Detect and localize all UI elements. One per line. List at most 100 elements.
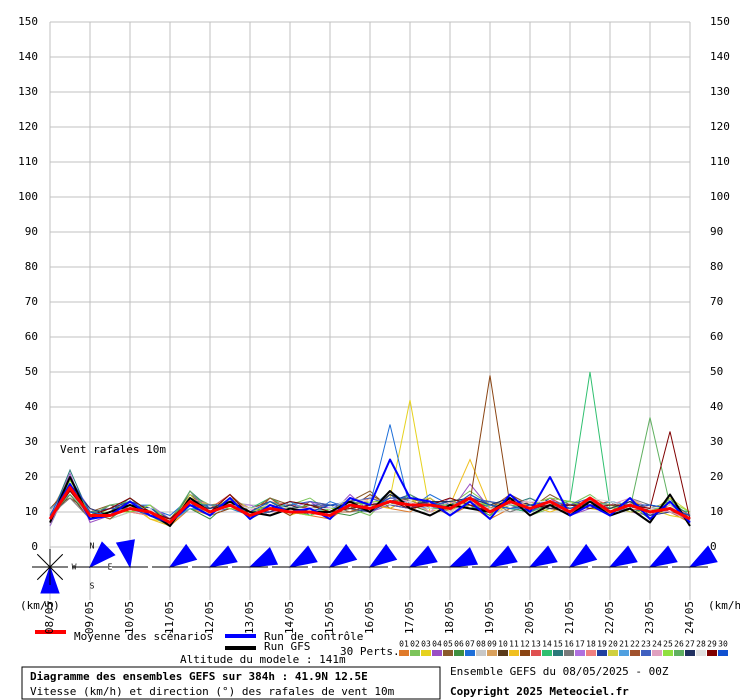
info-box xyxy=(21,666,441,700)
pert-legend-swatch xyxy=(531,650,541,656)
y-tick-label: 70 xyxy=(25,295,38,308)
pert-legend-label: 11 xyxy=(509,640,519,649)
wind-arrow xyxy=(568,543,598,568)
y-tick-label: 140 xyxy=(18,50,38,63)
pert-legend-swatch xyxy=(619,650,629,656)
y-tick-label: 100 xyxy=(18,190,38,203)
run-info: Ensemble GEFS du 08/05/2025 - 00Z xyxy=(450,665,669,678)
y-tick-label: 140 xyxy=(710,50,730,63)
compass-label: S xyxy=(90,582,95,591)
pert-legend-label: 15 xyxy=(553,640,563,649)
pert-legend-swatch xyxy=(641,650,651,656)
compass-spoke xyxy=(36,553,51,568)
wind-arrow xyxy=(608,545,638,568)
pert-legend-label: 06 xyxy=(454,640,464,649)
pert-legend-label: 27 xyxy=(685,640,695,649)
wind-arrow xyxy=(88,541,116,569)
compass-label: W xyxy=(72,563,77,572)
pert-legend-label: 13 xyxy=(531,640,541,649)
copyright: Copyright 2025 Meteociel.fr xyxy=(450,685,629,698)
pert-legend-swatch xyxy=(498,650,508,656)
y-tick-label: 30 xyxy=(710,435,723,448)
y-tick-label: 0 xyxy=(710,540,717,553)
x-tick-label: 10/05 xyxy=(123,601,136,634)
wind-arrow xyxy=(208,545,238,568)
y-tick-label: 150 xyxy=(18,15,38,28)
y-tick-label: 110 xyxy=(710,155,730,168)
pert-legend-label: 14 xyxy=(542,640,552,649)
x-tick-label: 09/05 xyxy=(83,601,96,634)
wind-arrows: N S W E xyxy=(32,539,718,594)
wind-arrow xyxy=(408,545,438,568)
y-tick-label: 50 xyxy=(710,365,723,378)
pert-legend-label: 23 xyxy=(641,640,651,649)
pert-legend-swatch xyxy=(597,650,607,656)
pert-legend-label: 09 xyxy=(487,640,497,649)
pert-legend-swatch xyxy=(454,650,464,656)
series-line xyxy=(49,458,691,524)
y-tick-label: 40 xyxy=(25,400,38,413)
pert-legend-label: 21 xyxy=(619,640,629,649)
x-tick-label: 12/05 xyxy=(203,601,216,634)
wind-arrow xyxy=(368,543,398,568)
pert-legend-swatch xyxy=(410,650,420,656)
y-tick-label: 40 xyxy=(710,400,723,413)
pert-legend-swatch xyxy=(652,650,662,656)
y-tick-label: 0 xyxy=(31,540,38,553)
compass-spoke xyxy=(36,566,51,581)
pert-legend-swatch xyxy=(509,650,519,656)
y-tick-label: 120 xyxy=(710,120,730,133)
pert-legend-label: 26 xyxy=(674,640,684,649)
y-tick-label: 130 xyxy=(18,85,38,98)
y-tick-label: 20 xyxy=(25,470,38,483)
y-tick-label: 80 xyxy=(25,260,38,273)
annotation: Vent rafales 10m xyxy=(60,443,166,456)
x-tick-label: 21/05 xyxy=(563,601,576,634)
wind-arrow xyxy=(328,543,358,568)
wind-arrow xyxy=(688,545,718,568)
pert-legend-label: 24 xyxy=(652,640,662,649)
compass-spoke xyxy=(49,566,64,581)
pert-legend-label: 04 xyxy=(432,640,442,649)
pert-legend-label: 25 xyxy=(663,640,673,649)
y-tick-label: 80 xyxy=(710,260,723,273)
pert-legend-swatch xyxy=(696,650,706,656)
altitude: Altitude du modele : 141m xyxy=(180,653,346,666)
pert-legend-label: 16 xyxy=(564,640,574,649)
wind-arrow xyxy=(488,545,518,568)
pert-legend-swatch xyxy=(685,650,695,656)
pert-legend-label: 02 xyxy=(410,640,420,649)
y-tick-label: 20 xyxy=(710,470,723,483)
pert-legend-label: 08 xyxy=(476,640,486,649)
compass-label: E xyxy=(108,563,113,572)
legend-label: Run GFS xyxy=(264,640,310,653)
pert-legend-label: 28 xyxy=(696,640,706,649)
box-subtitle: Vitesse (km/h) et direction (°) des rafa… xyxy=(30,685,395,698)
compass-spoke xyxy=(49,553,64,568)
y-tick-label: 90 xyxy=(25,225,38,238)
x-tick-label: 08/05 xyxy=(43,601,56,634)
y-tick-label: 50 xyxy=(25,365,38,378)
pert-legend-swatch xyxy=(542,650,552,656)
pert-legend-swatch xyxy=(476,650,486,656)
x-tick-label: 14/05 xyxy=(283,601,296,634)
y-unit-left: (km/h) xyxy=(20,599,60,612)
x-tick-label: 23/05 xyxy=(643,601,656,634)
pert-legend-swatch xyxy=(608,650,618,656)
pert-legend-label: 20 xyxy=(608,640,618,649)
x-tick-label: 20/05 xyxy=(523,601,536,634)
pert-legend-label: 05 xyxy=(443,640,453,649)
pert-legend-swatch xyxy=(630,650,640,656)
y-tick-label: 60 xyxy=(25,330,38,343)
pert-legend-label: 10 xyxy=(498,640,508,649)
pert-legend-label: 19 xyxy=(597,640,607,649)
pert-legend-swatch xyxy=(465,650,475,656)
pert-legend-swatch xyxy=(707,650,717,656)
pert-legend-label: 29 xyxy=(707,640,717,649)
y-tick-label: 10 xyxy=(25,505,38,518)
y-tick-label: 150 xyxy=(710,15,730,28)
pert-legend-swatch xyxy=(443,650,453,656)
wind-arrow xyxy=(528,545,558,568)
y-tick-label: 60 xyxy=(710,330,723,343)
lines xyxy=(48,371,691,527)
